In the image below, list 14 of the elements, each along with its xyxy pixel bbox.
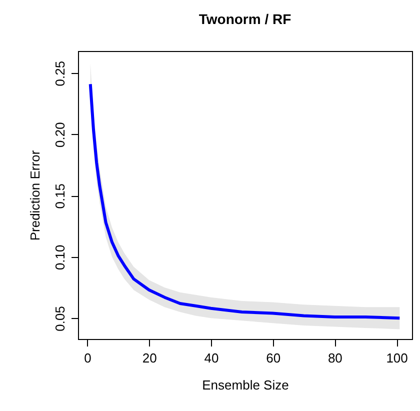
y-tick-label: 0.15 [52, 183, 68, 209]
y-tick-label: 0.25 [52, 60, 68, 86]
x-tick-label: 0 [84, 350, 92, 366]
x-tick-label: 80 [328, 350, 342, 366]
y-tick-label: 0.20 [52, 122, 68, 148]
y-tick-label: 0.10 [52, 244, 68, 270]
y-tick-label: 0.05 [52, 306, 68, 332]
x-tick-label: 20 [142, 350, 157, 366]
x-tick-label: 100 [386, 350, 408, 366]
chart-title: Twonorm / RF [198, 11, 292, 27]
x-axis-title: Ensemble Size [202, 378, 289, 392]
y-axis-title: Prediction Error [28, 150, 42, 241]
x-tick-label: 40 [204, 350, 219, 366]
x-tick-label: 60 [266, 350, 281, 366]
